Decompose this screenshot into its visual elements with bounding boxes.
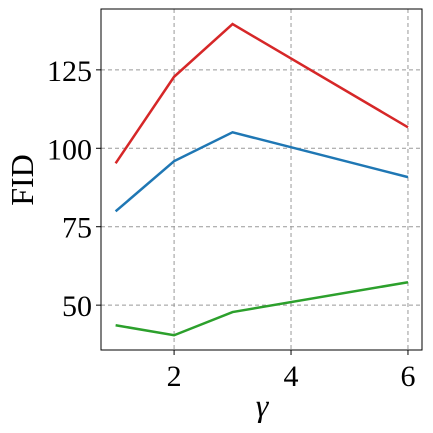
line: [114, 22, 409, 165]
y-tick-label: 50: [62, 290, 92, 323]
y-tick-label: 100: [47, 133, 92, 166]
plot-frame: [100, 8, 423, 351]
y-tick-label: 125: [47, 55, 92, 88]
y-tick-label: 75: [62, 212, 92, 245]
line: [114, 130, 409, 213]
y-axis-label: FID: [4, 154, 40, 206]
x-tick-label: 4: [284, 360, 299, 393]
x-tick-label: 6: [400, 360, 415, 393]
x-axis-label: γ: [256, 387, 270, 423]
x-tick-label: 2: [167, 360, 182, 393]
line: [115, 281, 409, 337]
